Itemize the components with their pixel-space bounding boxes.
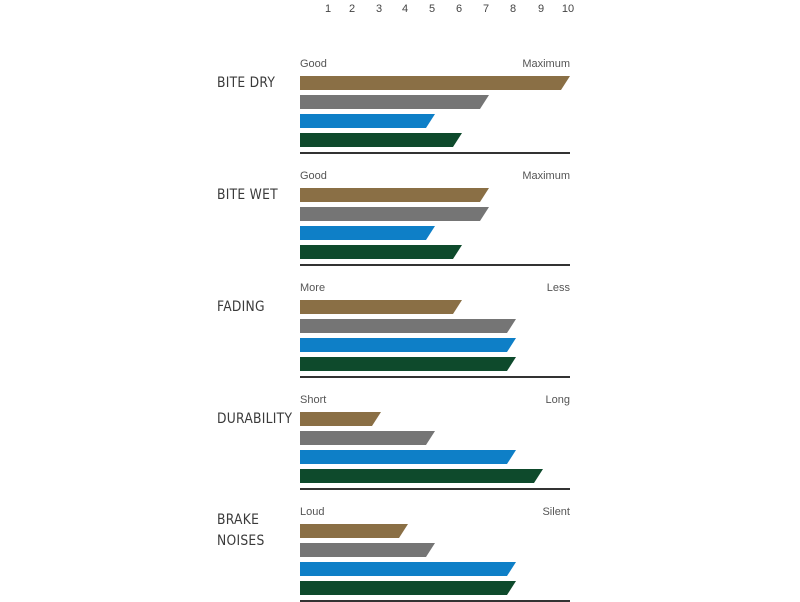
bar xyxy=(300,412,381,426)
scale-low-label: Good xyxy=(300,170,327,182)
category-label: BRAKE NOISES xyxy=(217,512,265,549)
x-tick-label: 9 xyxy=(537,3,545,15)
bar xyxy=(300,76,570,90)
bar xyxy=(300,245,462,259)
category-label: BITE WET xyxy=(217,187,278,203)
x-tick-label: 10 xyxy=(561,3,575,15)
x-tick-label: 6 xyxy=(455,3,463,15)
scale-high-label: Maximum xyxy=(522,170,570,182)
scale-high-label: Maximum xyxy=(522,58,570,70)
scale-low-label: Loud xyxy=(300,506,325,518)
x-tick-label: 3 xyxy=(375,3,383,15)
group-baseline xyxy=(300,488,570,490)
bar xyxy=(300,188,489,202)
scale-low-label: More xyxy=(300,282,326,294)
bar xyxy=(300,114,435,128)
x-tick-label: 2 xyxy=(348,3,356,15)
bar xyxy=(300,431,435,445)
bar xyxy=(300,357,516,371)
x-tick-label: 7 xyxy=(482,3,490,15)
category-label: FADING xyxy=(217,299,265,315)
x-tick-label: 5 xyxy=(428,3,436,15)
bar xyxy=(300,469,543,483)
scale-high-label: Long xyxy=(545,394,570,406)
x-tick-label: 4 xyxy=(401,3,409,15)
bar xyxy=(300,95,489,109)
bar xyxy=(300,338,516,352)
group-baseline xyxy=(300,376,570,378)
group-baseline xyxy=(300,264,570,266)
bar xyxy=(300,562,516,576)
category-label: DURABILITY xyxy=(217,411,293,427)
bar xyxy=(300,300,462,314)
scale-high-label: Silent xyxy=(542,506,570,518)
x-tick-label: 1 xyxy=(324,3,332,15)
bar xyxy=(300,543,435,557)
scale-high-label: Less xyxy=(546,282,570,294)
bar xyxy=(300,319,516,333)
x-tick-label: 8 xyxy=(509,3,517,15)
bar xyxy=(300,581,516,595)
bar xyxy=(300,207,489,221)
bar xyxy=(300,133,462,147)
group-baseline xyxy=(300,152,570,154)
bar xyxy=(300,524,408,538)
scale-low-label: Short xyxy=(300,394,327,406)
bar xyxy=(300,226,435,240)
scale-low-label: Good xyxy=(300,58,327,70)
category-label: BITE DRY xyxy=(217,75,276,91)
bar xyxy=(300,450,516,464)
